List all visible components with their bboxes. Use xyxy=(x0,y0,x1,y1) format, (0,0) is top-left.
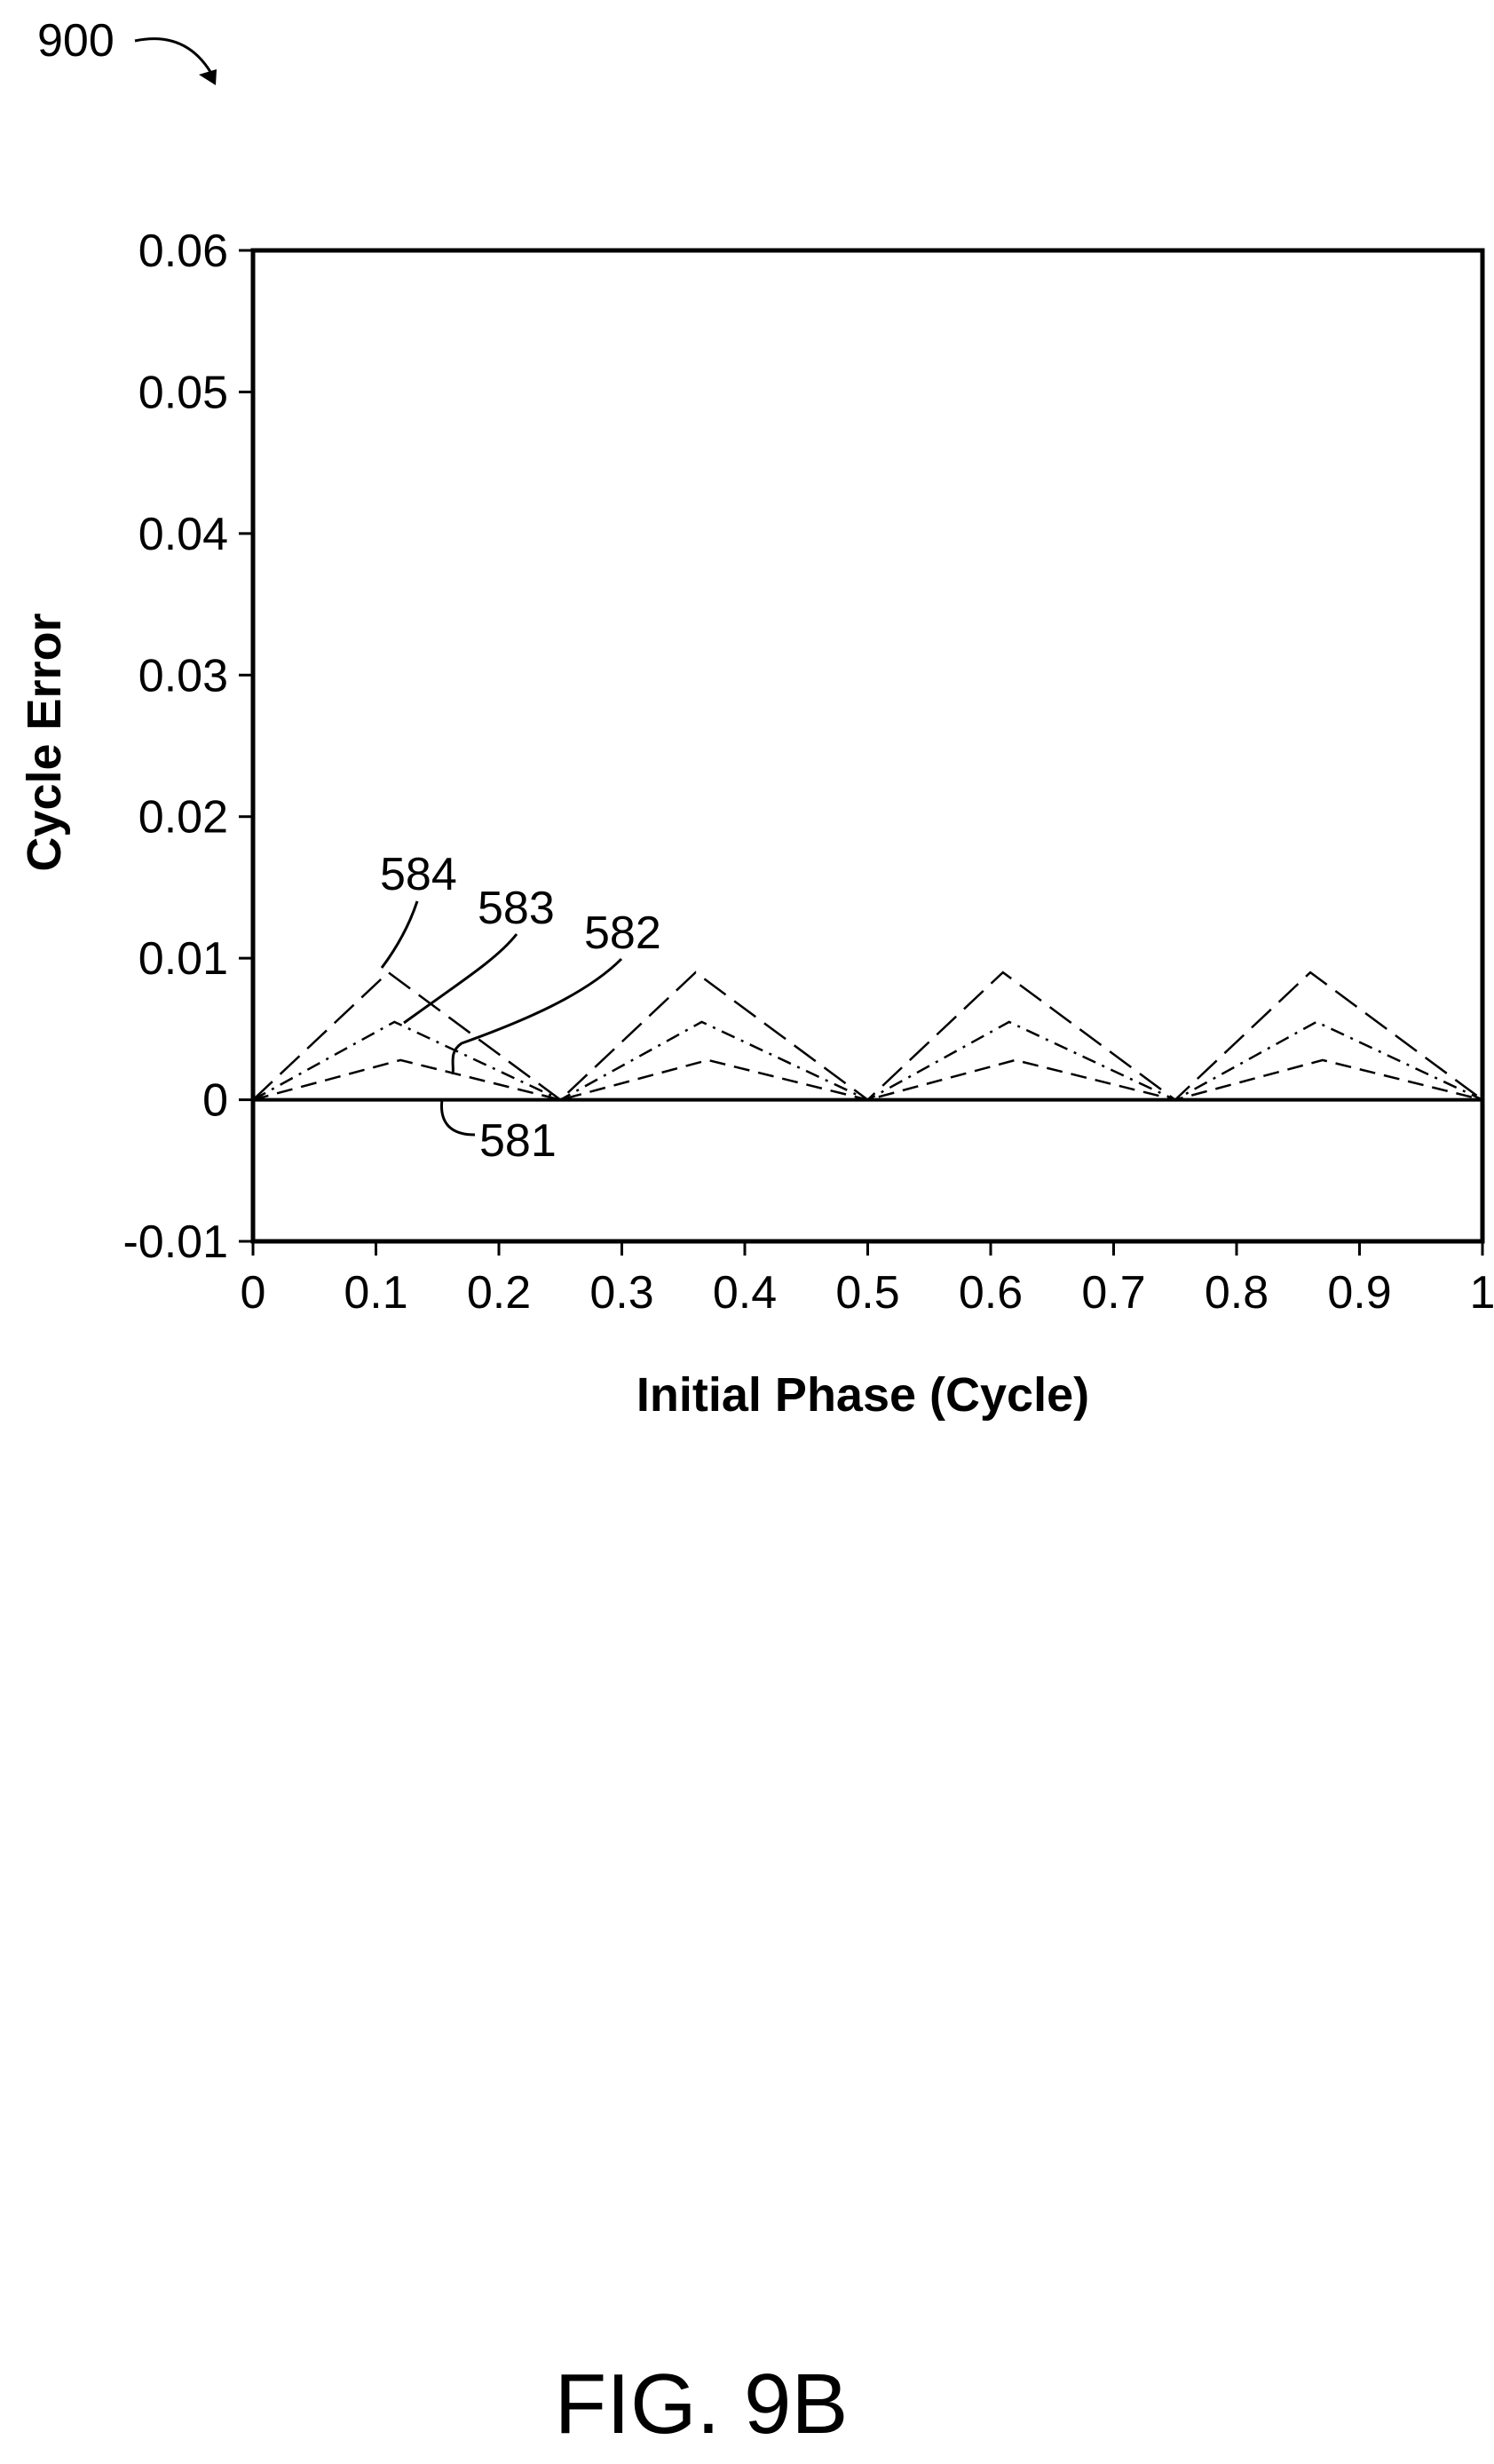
x-tick-label: 0.9 xyxy=(1327,1267,1391,1319)
x-tick-label: 1 xyxy=(1470,1267,1494,1319)
y-tick-label: 0.04 xyxy=(138,509,228,560)
x-tick-label: 0.8 xyxy=(1205,1267,1269,1319)
x-axis-title: Initial Phase (Cycle) xyxy=(636,1368,1089,1422)
x-tick-label: 0.7 xyxy=(1081,1267,1145,1319)
x-tick-label: 0.6 xyxy=(959,1267,1023,1319)
series-line-584 xyxy=(252,971,1483,1102)
y-tick-label: -0.01 xyxy=(123,1216,228,1268)
x-tick-label: 0.4 xyxy=(713,1267,777,1319)
series-label-583: 583 xyxy=(478,883,555,934)
leader-line-584 xyxy=(380,900,419,969)
y-tick-label: 0 xyxy=(202,1075,228,1127)
plot-frame xyxy=(250,248,1485,1244)
leader-line-583 xyxy=(403,933,518,1025)
leader-line-582 xyxy=(451,957,623,1075)
series-line-583 xyxy=(252,1020,1483,1102)
series-label-581: 581 xyxy=(479,1115,557,1167)
x-tick-label: 0 xyxy=(241,1267,266,1319)
series-label-584: 584 xyxy=(380,849,457,900)
y-tick-label: 0.03 xyxy=(138,650,228,701)
y-axis-title: Cycle Error xyxy=(18,613,71,871)
y-tick-label: 0.01 xyxy=(138,933,228,985)
x-tick-label: 0.2 xyxy=(467,1267,531,1319)
x-tick-label: 0.1 xyxy=(344,1267,407,1319)
x-tick-label: 0.3 xyxy=(589,1267,653,1319)
series-label-582: 582 xyxy=(584,907,661,959)
y-tick-label: 0.02 xyxy=(138,792,228,844)
figure-reference-number: 900 xyxy=(37,15,115,67)
y-tick-label: 0.05 xyxy=(138,367,228,418)
x-tick-label: 0.5 xyxy=(835,1267,899,1319)
series-line-582 xyxy=(252,1058,1483,1101)
y-tick-label: 0.06 xyxy=(138,226,228,277)
reference-arrowhead-icon xyxy=(199,69,217,85)
reference-arrow-icon xyxy=(134,37,215,77)
figure-caption: FIG. 9B xyxy=(555,2357,849,2452)
leader-line-581 xyxy=(439,1098,476,1137)
